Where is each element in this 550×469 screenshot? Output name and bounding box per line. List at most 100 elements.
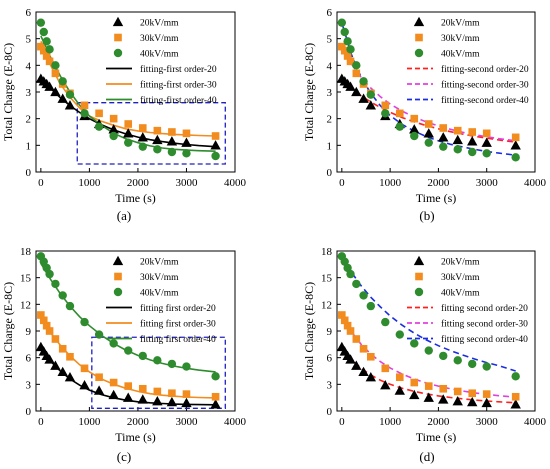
legend-entry: 20kV/mm [413, 255, 480, 268]
chart-panel-4: 0 1000 2000 3000 4000 0 3 6 9 12 15 18 Time (s) Total… [302, 246, 547, 464]
legend-label: fitting-first order-30 [140, 80, 217, 91]
legend-label: 20kV/mm [441, 258, 480, 268]
data-point [153, 126, 162, 135]
legend-label: fitting first order-30 [140, 319, 216, 330]
data-point [138, 124, 147, 132]
data-point [340, 27, 349, 37]
data-point [51, 61, 60, 70]
data-point [346, 269, 355, 279]
data-point [166, 136, 178, 146]
legend-label: fitting-second order-20 [441, 64, 529, 75]
legend-swatch [114, 33, 122, 42]
data-point [381, 317, 390, 327]
data-point [65, 90, 75, 99]
data-point [352, 69, 361, 78]
data-point [438, 132, 449, 142]
data-point [153, 356, 162, 365]
data-point [211, 132, 220, 140]
y-axis-label: Total Charge (E-8C) [1, 282, 15, 380]
data-point [346, 57, 355, 66]
data-point [182, 129, 191, 138]
legend-swatch [414, 48, 424, 58]
legend-entry: fitting second order-30 [407, 319, 528, 330]
y-tick-label: 9 [26, 326, 32, 338]
data-point [343, 321, 352, 330]
data-point [338, 42, 346, 51]
data-point [37, 42, 45, 51]
data-point [152, 134, 163, 145]
data-point [410, 131, 419, 141]
legend-label: fitting-second order-30 [441, 80, 529, 91]
x-tick-label: 1000 [379, 177, 402, 189]
y-tick-label: 18 [20, 246, 32, 258]
data-point [468, 128, 477, 136]
x-tick-label: 2000 [427, 416, 450, 428]
data-point [80, 101, 89, 110]
data-point [42, 263, 51, 273]
data-point [80, 109, 89, 118]
y-tick-label: 18 [321, 246, 333, 258]
y-tick-label: 12 [321, 299, 332, 311]
zoom-box [91, 336, 226, 409]
legend-entry: fitting first order-40 [106, 334, 216, 345]
data-point [211, 372, 220, 381]
data-point [424, 346, 433, 355]
data-point [346, 45, 355, 54]
y-tick-label: 2 [327, 114, 333, 126]
data-point [410, 114, 419, 123]
x-tick-label: 0 [38, 416, 44, 428]
data-point [36, 18, 46, 27]
legend-label: 20kV/mm [140, 258, 179, 268]
data-point [467, 136, 478, 146]
legend-label: 20kV/mm [441, 19, 480, 29]
data-point [210, 399, 221, 409]
y-axis-label: Total Charge (E-8C) [302, 282, 316, 380]
data-point [138, 351, 147, 361]
x-tick-label: 3000 [175, 416, 198, 428]
data-point [94, 122, 104, 131]
data-point [39, 27, 48, 37]
data-point [109, 378, 118, 387]
data-point [381, 109, 390, 118]
data-point [167, 359, 177, 369]
data-point [39, 46, 48, 55]
y-tick-label: 9 [327, 326, 333, 338]
legend-entry: 40kV/mm [113, 48, 179, 60]
legend-label: fitting second order-30 [441, 319, 528, 330]
data-point [211, 392, 220, 401]
data-point [511, 153, 520, 162]
x-tick-label: 4000 [524, 416, 547, 428]
data-point [95, 109, 103, 118]
data-point [395, 373, 404, 382]
legend-entry: fitting-second order-30 [407, 80, 529, 91]
data-point [366, 90, 376, 99]
panel-label: (a) [117, 208, 131, 223]
data-point [137, 394, 148, 404]
y-tick-label: 6 [26, 353, 32, 365]
legend-entry: fitting-first order-40 [106, 95, 217, 106]
data-point [365, 100, 377, 110]
data-point [365, 372, 377, 382]
data-point [138, 142, 147, 151]
x-tick-label: 1000 [379, 416, 402, 428]
y-tick-label: 3 [327, 87, 333, 99]
x-tick-label: 2000 [127, 416, 150, 428]
x-axis-label: Time (s) [115, 191, 156, 205]
data-point [57, 93, 68, 103]
x-tick-label: 3000 [476, 416, 499, 428]
data-point [138, 384, 147, 393]
data-point [94, 330, 104, 339]
data-point [511, 133, 520, 142]
data-point [381, 364, 390, 373]
legend-swatch [415, 33, 423, 42]
data-point [124, 138, 133, 147]
data-point [168, 128, 176, 136]
legend-entry: 20kV/mm [413, 16, 480, 29]
legend-label: 30kV/mm [441, 34, 480, 44]
legend-swatch [112, 16, 124, 27]
legend-label: 40kV/mm [441, 289, 480, 299]
data-point [168, 389, 176, 398]
data-point [438, 394, 449, 404]
y-tick-label: 1 [327, 140, 333, 152]
legend-label: fitting first order-40 [140, 334, 216, 345]
